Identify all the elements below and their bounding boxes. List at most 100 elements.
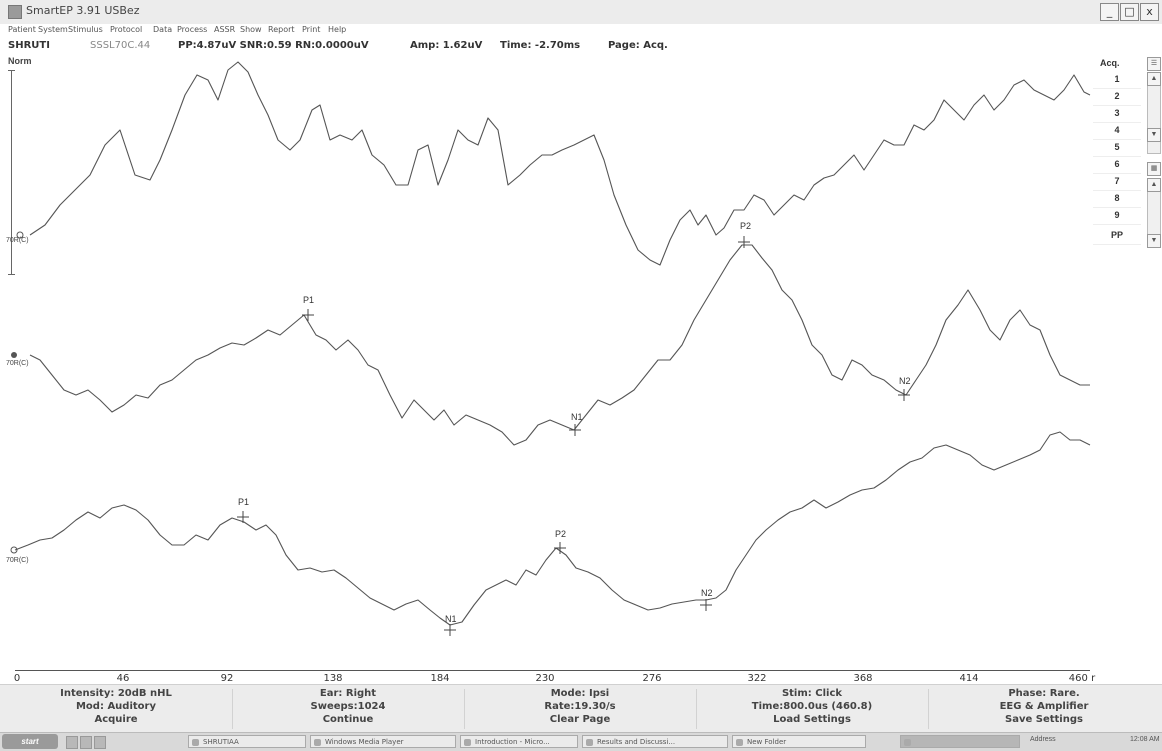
peak-marker-t3-n2[interactable] bbox=[700, 599, 712, 611]
quicklaunch-ie-icon[interactable] bbox=[66, 736, 78, 749]
amp-readout: Amp: 1.62uV bbox=[410, 40, 483, 51]
quicklaunch-media-icon[interactable] bbox=[80, 736, 92, 749]
taskbar-item-new-folder[interactable]: New Folder bbox=[732, 735, 866, 748]
acq-row-9[interactable]: 9 bbox=[1093, 210, 1141, 225]
peak-marker-t2-n1[interactable] bbox=[569, 424, 581, 436]
menu-help[interactable]: Help bbox=[328, 25, 347, 34]
eeg-amplifier-button[interactable]: EEG & Amplifier bbox=[999, 701, 1089, 712]
peak-label-t2-n1: N1 bbox=[571, 412, 583, 422]
peak-marker-t2-p2[interactable] bbox=[738, 236, 750, 248]
tick-label: 0 bbox=[13, 673, 21, 684]
scroll-down-icon-2[interactable]: ▼ bbox=[1147, 234, 1161, 248]
menu-process[interactable]: Process bbox=[177, 25, 208, 34]
scroll-up-icon[interactable]: ▲ bbox=[1147, 72, 1161, 86]
tick-label: 46 bbox=[116, 673, 130, 684]
window-title: SmartEP 3.91 USBez bbox=[26, 4, 140, 17]
peak-label-t3-n2: N2 bbox=[701, 588, 713, 598]
peak-marker-t3-p2[interactable] bbox=[554, 542, 566, 554]
info-col-ear: Ear: Right Sweeps:1024 Continue bbox=[232, 687, 464, 726]
peak-label-t3-p1: P1 bbox=[238, 497, 249, 507]
menu-assr[interactable]: ASSR bbox=[214, 25, 236, 34]
peak-marker-t3-p1[interactable] bbox=[237, 511, 249, 523]
acq-row-1[interactable]: 1 bbox=[1093, 74, 1141, 89]
split-icon[interactable]: ▦ bbox=[1147, 162, 1161, 176]
scroll-down-icon[interactable]: ▼ bbox=[1147, 128, 1161, 142]
info-col-phase: Phase: Rare. EEG & Amplifier Save Settin… bbox=[928, 687, 1160, 726]
taskbar-item-media-player[interactable]: Windows Media Player bbox=[310, 735, 456, 748]
menu-protocol[interactable]: Protocol bbox=[110, 25, 143, 34]
clear-page-button[interactable]: Clear Page bbox=[549, 714, 611, 725]
acq-row-pp[interactable]: PP bbox=[1093, 230, 1141, 245]
status-line: SHRUTI SSSL70C.44 PP:4.87uV SNR:0.59 RN:… bbox=[0, 38, 1162, 54]
page-readout: Page: Acq. bbox=[608, 40, 668, 51]
start-button[interactable]: start bbox=[2, 734, 58, 749]
taskbar: start SHRUTIAA Windows Media Player Intr… bbox=[0, 732, 1162, 751]
acq-row-8[interactable]: 8 bbox=[1093, 193, 1141, 208]
acq-row-3[interactable]: 3 bbox=[1093, 108, 1141, 123]
menu-report[interactable]: Report bbox=[268, 25, 295, 34]
continue-button[interactable]: Continue bbox=[322, 714, 374, 725]
divider bbox=[464, 689, 465, 729]
trace-3-marker[interactable] bbox=[10, 546, 18, 554]
taskbar-item-introduction[interactable]: Introduction - Micro... bbox=[460, 735, 578, 748]
scale-bar bbox=[8, 70, 15, 275]
address-label[interactable]: Address bbox=[1030, 736, 1056, 743]
peak-marker-t3-n1[interactable] bbox=[444, 624, 456, 636]
intensity-text: Intensity: 20dB nHL bbox=[60, 688, 172, 699]
menu-show[interactable]: Show bbox=[240, 25, 262, 34]
acq-menu-icon[interactable]: ☰ bbox=[1147, 57, 1161, 71]
tick-label: 414 bbox=[959, 673, 979, 684]
info-panel: Intensity: 20dB nHL Mod: Auditory Acquir… bbox=[0, 684, 1162, 733]
trace-1-marker[interactable] bbox=[16, 231, 24, 239]
acq-panel: Acq. bbox=[1093, 56, 1162, 252]
trace-1-waveform bbox=[29, 61, 1091, 266]
save-settings-button[interactable]: Save Settings bbox=[1005, 714, 1083, 725]
tick-label: 276 bbox=[642, 673, 662, 684]
waveform-plot[interactable]: P1 N1 P2 N2 P1 N1 P2 N2 bbox=[0, 54, 1092, 668]
sweeps-text: Sweeps:1024 bbox=[310, 701, 386, 712]
tick-label: 322 bbox=[747, 673, 767, 684]
patient-name: SHRUTI bbox=[8, 40, 50, 51]
tick-label: 368 bbox=[853, 673, 873, 684]
tick-label: 230 bbox=[535, 673, 555, 684]
taskbar-item-active[interactable] bbox=[900, 735, 1020, 748]
tray-clock: 12:08 AM bbox=[1130, 736, 1160, 743]
trace-3-waveform bbox=[14, 431, 1091, 626]
load-settings-button[interactable]: Load Settings bbox=[773, 714, 851, 725]
menu-system[interactable]: System bbox=[38, 25, 68, 34]
acq-row-6[interactable]: 6 bbox=[1093, 159, 1141, 174]
acq-row-5[interactable]: 5 bbox=[1093, 142, 1141, 157]
acq-row-7[interactable]: 7 bbox=[1093, 176, 1141, 191]
time-text: Time:800.0us (460.8) bbox=[751, 701, 873, 712]
menu-patient[interactable]: Patient bbox=[8, 25, 36, 34]
peak-marker-t2-p1[interactable] bbox=[302, 309, 314, 321]
acq-row-2[interactable]: 2 bbox=[1093, 91, 1141, 106]
menu-print[interactable]: Print bbox=[302, 25, 321, 34]
peak-label-t3-p2: P2 bbox=[555, 529, 566, 539]
acq-title: Acq. bbox=[1100, 58, 1120, 68]
peak-label-t3-n1: N1 bbox=[445, 614, 457, 624]
modality-text: Mod: Auditory bbox=[75, 701, 156, 712]
maximize-button[interactable]: □ bbox=[1120, 3, 1139, 21]
taskbar-item-results[interactable]: Results and Discussi... bbox=[582, 735, 728, 748]
minimize-button[interactable]: _ bbox=[1100, 3, 1119, 21]
divider bbox=[696, 689, 697, 729]
trace-2-marker[interactable] bbox=[11, 352, 17, 358]
menu-bar: Patient System Stimulus Protocol Data Pr… bbox=[0, 24, 1162, 38]
acquire-button[interactable]: Acquire bbox=[94, 714, 138, 725]
rate-text: Rate:19.30/s bbox=[544, 701, 616, 712]
taskbar-item-shrutiaa[interactable]: SHRUTIAA bbox=[188, 735, 306, 748]
close-button[interactable]: x bbox=[1140, 3, 1159, 21]
time-readout: Time: -2.70ms bbox=[500, 40, 581, 51]
menu-stimulus[interactable]: Stimulus bbox=[68, 25, 103, 34]
scroll-up-icon-2[interactable]: ▲ bbox=[1147, 178, 1161, 192]
mode-text: Mode: Ipsi bbox=[550, 688, 610, 699]
trace-3-label: 70R(C) bbox=[6, 557, 29, 564]
quicklaunch-desktop-icon[interactable] bbox=[94, 736, 106, 749]
info-col-stim: Stim: Click Time:800.0us (460.8) Load Se… bbox=[696, 687, 928, 726]
peak-marker-t2-n2[interactable] bbox=[898, 389, 910, 401]
menu-data[interactable]: Data bbox=[153, 25, 173, 34]
trace-1-label: 70R(C) bbox=[6, 237, 29, 244]
acq-row-4[interactable]: 4 bbox=[1093, 125, 1141, 140]
trace-2-waveform bbox=[29, 244, 1090, 446]
